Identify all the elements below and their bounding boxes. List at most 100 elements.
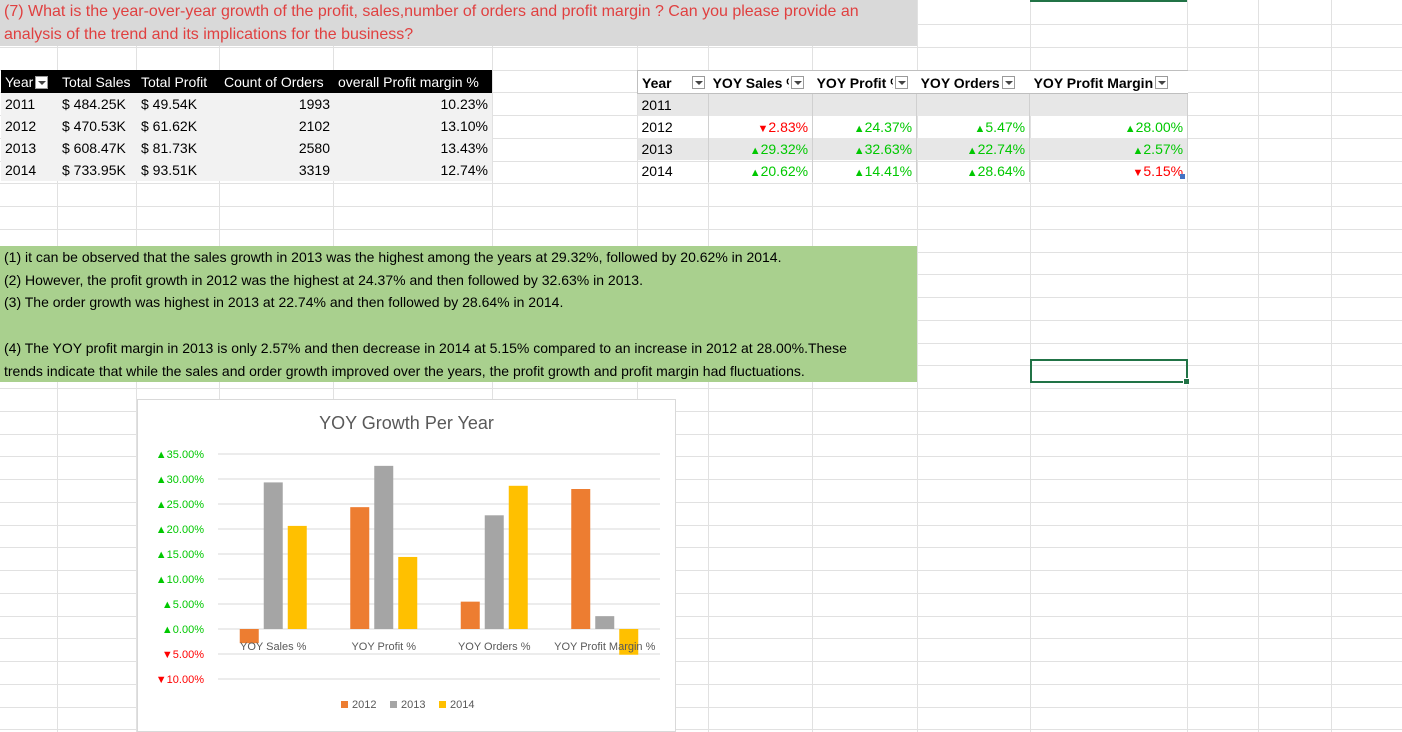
cell-margin[interactable]: 10.23% — [334, 93, 492, 115]
y-tick-label: ▲15.00% — [156, 549, 204, 561]
summary-header-profit[interactable]: Total Profit — [137, 70, 220, 93]
cell-orders[interactable]: 2102 — [220, 115, 334, 137]
triangle-up-icon: ▲ — [966, 166, 978, 179]
x-category-label: YOY Profit Margin % — [554, 641, 655, 653]
cell-yoy-value[interactable] — [708, 93, 814, 116]
selected-cell[interactable] — [1030, 359, 1190, 385]
summary-table: Year Total Sales Total Profit Count of O… — [1, 70, 492, 181]
y-tick-label: ▲0.00% — [162, 624, 204, 636]
cell-yoy-value[interactable]: ▲2.57% — [1029, 137, 1189, 160]
filter-dropdown-icon[interactable] — [35, 76, 49, 90]
summary-header-row: Year Total Sales Total Profit Count of O… — [1, 70, 492, 93]
cell-yoy-value[interactable]: ▼2.83% — [708, 115, 814, 138]
cell-yoy-value[interactable]: ▲28.00% — [1029, 115, 1189, 138]
chart-bar[interactable] — [508, 485, 528, 629]
chart-bar[interactable] — [374, 465, 394, 629]
cell-margin[interactable]: 13.43% — [334, 137, 492, 159]
chart-bar[interactable] — [619, 629, 639, 655]
cell-yoy-value[interactable]: ▲28.64% — [916, 159, 1031, 182]
cell-profit[interactable]: $ 93.51K — [137, 159, 220, 181]
summary-header-sales[interactable]: Total Sales — [58, 70, 137, 93]
yoy-header-1[interactable]: YOY Sales % — [708, 70, 813, 94]
chart-bar[interactable] — [595, 616, 615, 629]
triangle-up-icon: ▲ — [853, 144, 865, 157]
filter-dropdown-icon[interactable] — [691, 76, 705, 90]
chart-bar[interactable] — [287, 525, 307, 629]
cell-year[interactable]: 2012 — [1, 115, 58, 137]
triangle-up-icon: ▲ — [749, 166, 761, 179]
yoy-header-0[interactable]: Year — [636, 70, 709, 94]
yoy-header-2[interactable]: YOY Profit % — [812, 70, 917, 94]
table-row: 2013 $ 608.47K $ 81.73K 2580 13.43% — [1, 137, 492, 159]
cell-yoy-value[interactable] — [812, 93, 918, 116]
yoy-header-3[interactable]: YOY Orders — [916, 70, 1030, 94]
filter-dropdown-icon[interactable] — [1001, 76, 1015, 90]
analysis-line: (2) However, the profit growth in 2012 w… — [4, 271, 643, 288]
chart-bar[interactable] — [571, 489, 591, 629]
cell-margin[interactable]: 12.74% — [334, 159, 492, 181]
cell-yoy-value[interactable]: ▲14.41% — [812, 159, 918, 182]
cell-year[interactable]: 2014 — [637, 159, 710, 182]
y-tick-label: ▲25.00% — [156, 499, 204, 511]
cell-year[interactable]: 2012 — [637, 115, 710, 138]
y-tick-label: ▲30.00% — [156, 474, 204, 486]
chart-bar[interactable] — [398, 556, 418, 629]
summary-header-margin[interactable]: overall Profit margin % — [334, 70, 492, 93]
yoy-value-text: 29.32% — [760, 140, 809, 157]
cell-year[interactable]: 2013 — [1, 137, 58, 159]
cell-yoy-value[interactable]: ▲24.37% — [812, 115, 918, 138]
cell-year[interactable]: 2011 — [637, 93, 710, 116]
cell-sales[interactable]: $ 608.47K — [58, 137, 137, 159]
cell-year[interactable]: 2014 — [1, 159, 58, 181]
filter-dropdown-icon[interactable] — [790, 76, 804, 90]
chart-bar[interactable] — [460, 601, 480, 629]
chart-bar[interactable] — [484, 515, 504, 629]
triangle-up-icon: ▲ — [853, 166, 865, 179]
cell-yoy-value[interactable]: ▲29.32% — [708, 137, 814, 160]
fill-handle[interactable] — [1183, 378, 1190, 385]
cell-year[interactable]: 2011 — [1, 93, 58, 115]
yoy-header-4[interactable]: YOY Profit Margin — [1029, 70, 1188, 94]
filter-dropdown-icon[interactable] — [894, 76, 908, 90]
cell-yoy-value[interactable]: ▲32.63% — [812, 137, 918, 160]
cell-margin[interactable]: 13.10% — [334, 115, 492, 137]
chart-bar[interactable] — [263, 482, 283, 629]
legend-label[interactable]: 2014 — [450, 699, 474, 711]
table-resize-handle[interactable] — [1180, 174, 1185, 179]
yoy-value-text: 24.37% — [864, 118, 913, 135]
analysis-line: trends indicate that while the sales and… — [4, 362, 805, 379]
cell-profit[interactable]: $ 61.62K — [137, 115, 220, 137]
table-row: 2014 ▲20.62% ▲14.41% ▲28.64% ▼5.15% — [637, 159, 1189, 182]
cell-orders[interactable]: 3319 — [220, 159, 334, 181]
cell-yoy-value[interactable] — [1029, 93, 1189, 116]
cell-profit[interactable]: $ 49.54K — [137, 93, 220, 115]
filter-dropdown-icon[interactable] — [1155, 76, 1169, 90]
cell-year[interactable]: 2013 — [637, 137, 710, 160]
triangle-down-icon: ▼ — [757, 122, 769, 135]
y-tick-label: ▲5.00% — [162, 599, 204, 611]
cell-yoy-value[interactable]: ▼5.15% — [1029, 159, 1189, 182]
cell-sales[interactable]: $ 733.95K — [58, 159, 137, 181]
yoy-value-text: 5.15% — [1143, 162, 1184, 179]
yoy-growth-chart[interactable]: YOY Growth Per Year ▲35.00% ▲30.00% ▲25.00… — [137, 399, 676, 732]
cell-yoy-value[interactable] — [916, 93, 1031, 116]
y-tick-label: ▲20.00% — [156, 524, 204, 536]
yoy-value-text: 28.00% — [1135, 118, 1184, 135]
cell-orders[interactable]: 2580 — [220, 137, 334, 159]
cell-sales[interactable]: $ 484.25K — [58, 93, 137, 115]
summary-header-year[interactable]: Year — [1, 70, 58, 93]
legend-label[interactable]: 2013 — [401, 699, 425, 711]
cell-yoy-value[interactable]: ▲20.62% — [708, 159, 814, 182]
cell-yoy-value[interactable]: ▲22.74% — [916, 137, 1031, 160]
yoy-value-text: 20.62% — [760, 162, 809, 179]
chart-bar[interactable] — [239, 629, 259, 644]
chart-bar[interactable] — [350, 507, 370, 629]
cell-orders[interactable]: 1993 — [220, 93, 334, 115]
cell-profit[interactable]: $ 81.73K — [137, 137, 220, 159]
cell-yoy-value[interactable]: ▲5.47% — [916, 115, 1031, 138]
legend-label[interactable]: 2012 — [352, 699, 376, 711]
summary-header-orders[interactable]: Count of Orders — [220, 70, 334, 93]
cell-sales[interactable]: $ 470.53K — [58, 115, 137, 137]
yoy-value-text: 2.57% — [1143, 140, 1184, 157]
